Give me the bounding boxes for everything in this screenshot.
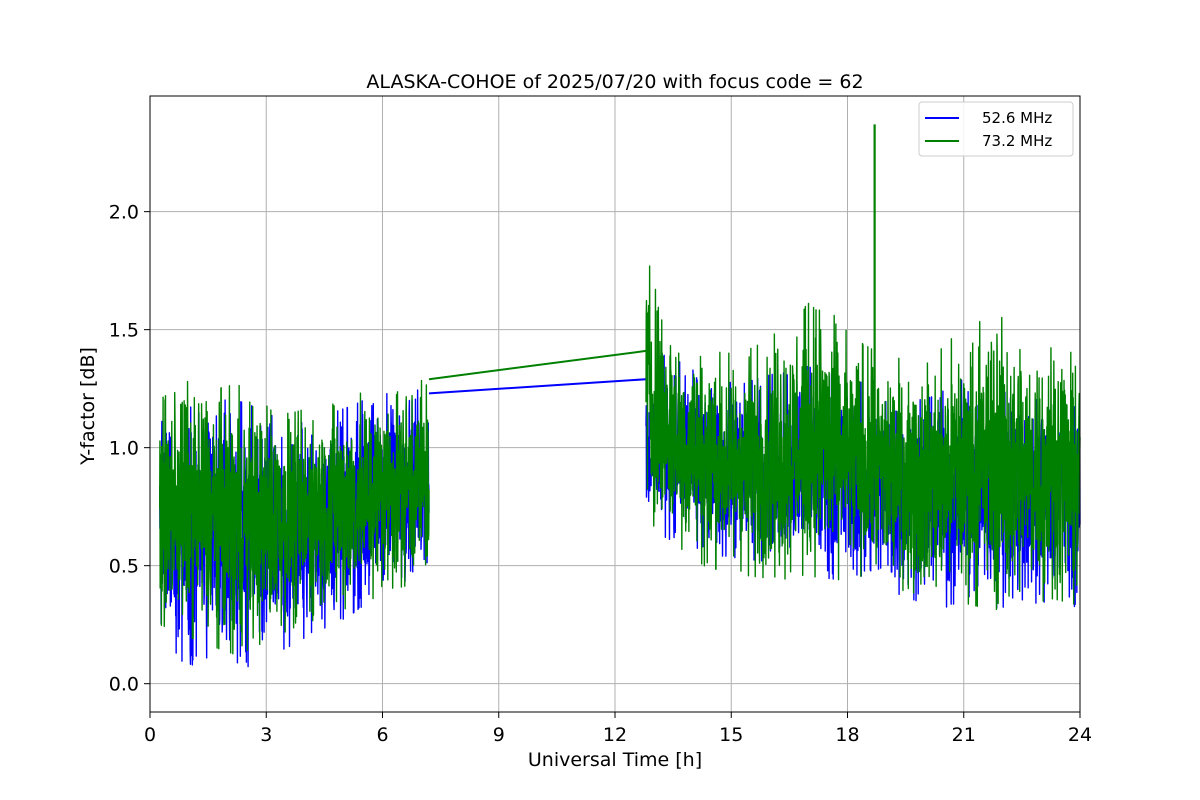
x-tick-label-15: 15: [719, 724, 743, 746]
legend-label-52-6-mhz: 52.6 MHz: [982, 109, 1052, 127]
series-73-2-mhz: [158, 124, 1081, 655]
x-tick-label-18: 18: [835, 724, 859, 746]
series-line-73-2-mhz-segment-2: [645, 265, 1081, 611]
x-tick-label-21: 21: [952, 724, 976, 746]
series-gap-connector-52-6-mhz: [428, 378, 647, 395]
series-line-73-2-mhz-segment-1: [158, 379, 430, 655]
legend-box: [918, 101, 1074, 157]
legend: 52.6 MHz 73.2 MHz: [918, 101, 1074, 157]
series-gap-connector-73-2-mhz: [428, 349, 647, 381]
y-tick-label-2-0: 2.0: [109, 202, 139, 224]
x-tick-label-24: 24: [1068, 724, 1092, 746]
chart-title: ALASKA-COHOE of 2025/07/20 with focus co…: [366, 71, 863, 93]
x-tick-label-12: 12: [603, 724, 627, 746]
x-tick-label-9: 9: [493, 724, 505, 746]
y-axis-label: Y-factor [dB]: [77, 347, 99, 466]
axes: 0 3 6 9 12 15 18 21 24 0.0 0.5 1.0 1.5 2.0: [109, 95, 1092, 746]
y-tick-label-1-5: 1.5: [109, 320, 139, 342]
y-tick-label-0-5: 0.5: [109, 556, 139, 578]
x-tick-label-0: 0: [144, 724, 156, 746]
x-tick-label-6: 6: [376, 724, 388, 746]
x-axis-label: Universal Time [h]: [528, 749, 702, 771]
plot-data: [158, 124, 1081, 668]
y-tick-label-1-0: 1.0: [109, 438, 139, 460]
legend-label-73-2-mhz: 73.2 MHz: [982, 132, 1052, 150]
y-tick-label-0-0: 0.0: [109, 674, 139, 696]
x-tick-label-3: 3: [260, 724, 272, 746]
